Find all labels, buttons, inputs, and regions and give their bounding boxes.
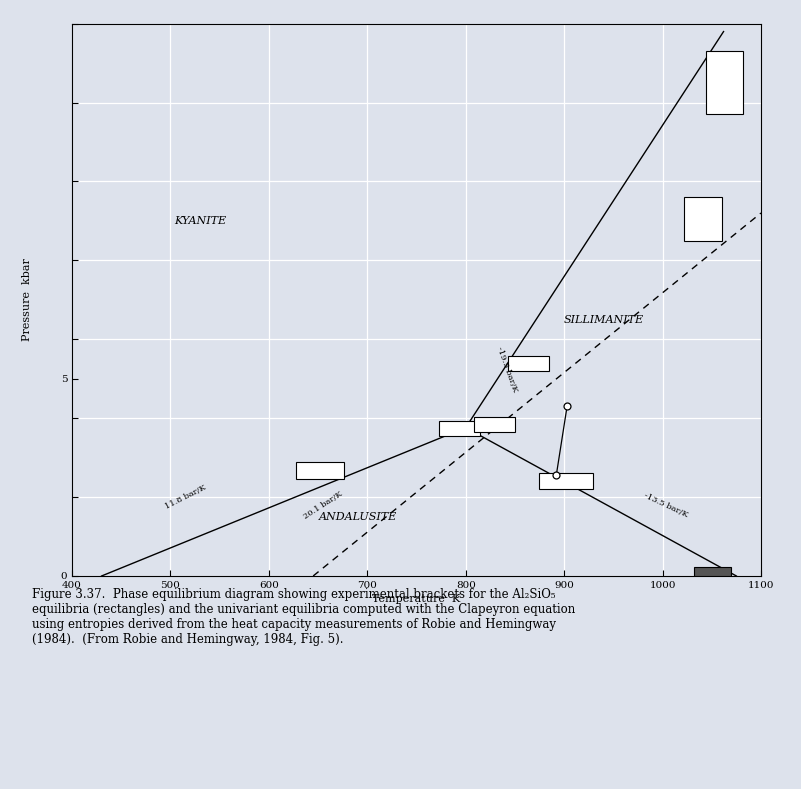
Text: SILLIMANITE: SILLIMANITE: [563, 315, 643, 324]
Bar: [694, 567, 731, 576]
Bar: [473, 417, 515, 432]
Bar: [684, 197, 722, 241]
Text: Figure 3.37.  Phase equilibrium diagram showing experimental brackets for the Al: Figure 3.37. Phase equilibrium diagram s…: [32, 588, 575, 646]
X-axis label: Temperature  K: Temperature K: [372, 594, 461, 604]
Text: -19.5 bar/K: -19.5 bar/K: [496, 346, 519, 394]
Text: Pressure  kbar: Pressure kbar: [22, 258, 32, 342]
Text: 11.8 bar/K: 11.8 bar/K: [163, 484, 207, 510]
Bar: [538, 473, 593, 489]
Bar: [508, 356, 549, 371]
Text: 20.1 bar/K: 20.1 bar/K: [302, 489, 344, 521]
Text: ANDALUSITE: ANDALUSITE: [318, 512, 396, 522]
Text: -13.5 bar/K: -13.5 bar/K: [642, 492, 689, 518]
Bar: [706, 51, 743, 114]
Text: KYANITE: KYANITE: [174, 216, 226, 226]
Bar: [296, 462, 344, 480]
Bar: [439, 421, 481, 436]
